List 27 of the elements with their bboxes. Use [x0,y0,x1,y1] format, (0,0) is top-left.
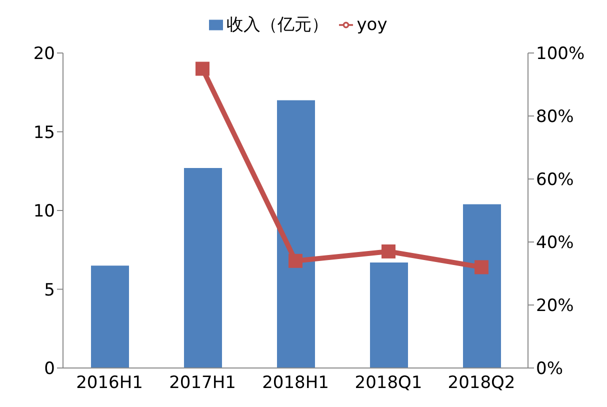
y-tick-label: 20 [33,44,55,64]
bar [184,168,222,368]
x-tick-label: 2018Q2 [448,373,516,394]
y2-tick-label: 0% [536,359,563,380]
y-tick-label: 10 [33,202,55,222]
bar [277,100,315,368]
point [382,244,396,258]
y2-tick-label: 20% [536,296,574,316]
x-tick-label: 2018H1 [262,373,329,394]
y2-tick-label: 60% [536,170,574,190]
legend-label: 收入（亿元） [226,15,329,35]
bar [91,266,129,368]
legend-label: yoy [356,15,388,35]
point [196,62,210,76]
y2-tick-label: 80% [536,107,574,128]
y-tick-label: 5 [44,280,55,300]
point [288,254,302,268]
bar [370,262,408,368]
x-tick-label: 2018Q1 [354,373,422,394]
x-tick-label: 2016H1 [76,373,143,394]
y2-tick-label: 100% [536,44,585,64]
y2-tick-label: 40% [536,233,574,254]
y-tick-label: 15 [33,122,55,143]
y-tick-label: 0 [44,359,55,379]
x-tick-label: 2017H1 [169,373,236,394]
bar [463,204,501,368]
point [474,260,488,274]
